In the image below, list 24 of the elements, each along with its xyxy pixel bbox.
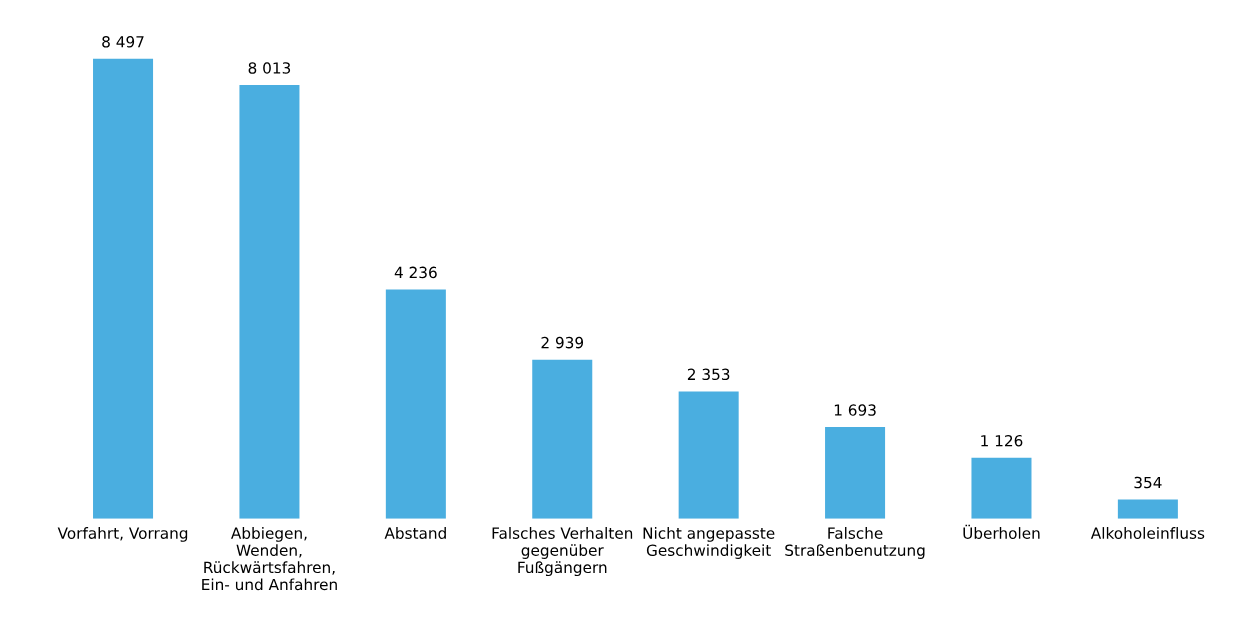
data-label: 4 236	[394, 266, 437, 279]
data-label: 1 693	[834, 404, 876, 416]
x-tick-label: Falsches Verhalten gegenüber Fußgängern	[492, 527, 633, 577]
data-label: 1 126	[981, 434, 1023, 447]
data-label: 8 497	[102, 35, 144, 48]
bar	[971, 457, 1032, 519]
bar	[678, 391, 739, 519]
x-tick-label: Nicht angepasste Geschwindigkeit	[643, 527, 775, 559]
data-label: 8 013	[248, 62, 291, 74]
bar	[239, 85, 300, 519]
bar	[385, 289, 446, 519]
bar	[532, 359, 593, 519]
x-tick-label: Falsche Straßenbenutzung	[785, 527, 925, 559]
x-tick-label: Alkoholeinfluss	[1090, 527, 1205, 539]
x-tick-label: Vorfahrt, Vorrang	[57, 527, 188, 542]
data-label: 2 939	[541, 336, 584, 349]
x-tick-label: Überholen	[963, 524, 1040, 539]
bar	[825, 427, 886, 519]
data-label: 2 353	[687, 368, 730, 381]
bar	[93, 58, 154, 519]
x-tick-label: Abstand	[384, 527, 446, 539]
bar	[1117, 499, 1178, 519]
x-tick-label: Abbiegen, Wenden, Rückwärtsfahren, Ein- und Anfahren	[202, 527, 337, 591]
data-label: 354	[1134, 476, 1162, 489]
